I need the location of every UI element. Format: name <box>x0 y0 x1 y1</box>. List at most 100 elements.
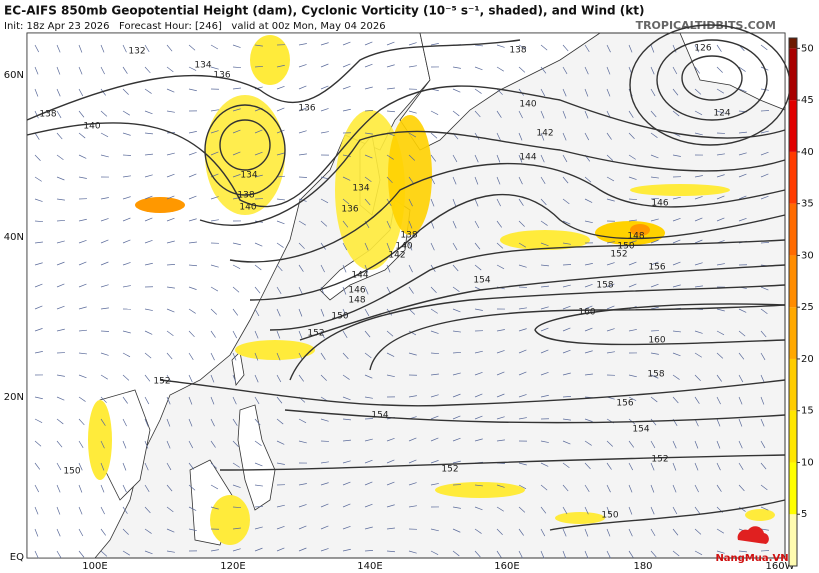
barb <box>342 154 351 157</box>
barb <box>430 110 439 115</box>
barb <box>276 418 284 425</box>
barb <box>210 196 219 200</box>
barb <box>760 130 769 134</box>
barb <box>254 440 262 446</box>
barb <box>694 132 703 136</box>
barb <box>628 240 637 244</box>
barb <box>738 550 747 553</box>
barb <box>232 87 241 90</box>
barb <box>320 176 329 180</box>
barb <box>584 44 590 52</box>
barb <box>298 440 307 444</box>
barb <box>694 175 703 178</box>
colorbar-segment <box>789 462 797 515</box>
barb <box>210 440 216 448</box>
barb <box>254 547 263 552</box>
barb <box>320 63 329 68</box>
barb <box>78 66 83 75</box>
barb <box>540 327 549 332</box>
barb <box>364 242 369 251</box>
barb <box>78 374 87 379</box>
barb <box>650 396 658 403</box>
barb <box>276 64 285 68</box>
barb <box>694 66 700 74</box>
barb <box>760 151 769 156</box>
latitude-label: 40N <box>4 232 24 243</box>
barb <box>298 308 303 317</box>
barb <box>694 550 703 556</box>
colorbar-segment <box>789 514 797 566</box>
barb <box>78 110 85 118</box>
barb <box>606 506 611 515</box>
barb <box>56 396 65 401</box>
barb <box>122 352 131 358</box>
barb <box>56 154 64 161</box>
barb <box>56 528 61 537</box>
barb <box>430 154 437 162</box>
barb <box>144 396 150 405</box>
barb <box>672 88 679 96</box>
barb <box>78 283 87 288</box>
barb <box>408 308 416 315</box>
barb <box>518 66 526 73</box>
barb <box>34 462 41 470</box>
barb <box>298 64 307 68</box>
barb <box>408 550 417 554</box>
barb <box>188 264 197 267</box>
colorbar-tick-label: 15 <box>801 406 814 417</box>
barb <box>276 525 285 530</box>
barb <box>628 198 638 201</box>
barb <box>188 396 193 405</box>
barb <box>254 129 263 134</box>
barb <box>276 462 285 465</box>
barb <box>254 462 263 467</box>
barb <box>584 373 593 376</box>
barb <box>716 44 722 52</box>
barb <box>716 153 725 156</box>
barb <box>540 44 548 51</box>
barb <box>342 220 349 228</box>
barb <box>342 525 351 530</box>
barb <box>716 110 725 114</box>
barb <box>34 44 40 53</box>
barb <box>694 262 703 266</box>
barb <box>34 418 43 423</box>
barb <box>452 330 461 333</box>
barb <box>408 352 417 356</box>
barb <box>628 44 633 53</box>
barb <box>144 440 149 449</box>
barb <box>100 418 106 426</box>
barb <box>78 88 84 97</box>
barb <box>562 440 571 445</box>
barb <box>562 284 571 288</box>
barb <box>34 283 43 288</box>
barb <box>452 66 461 69</box>
barb <box>650 440 656 449</box>
barb <box>298 525 307 530</box>
barb <box>584 462 591 470</box>
barb <box>584 88 589 97</box>
colorbar-tick-label: 35 <box>801 199 814 210</box>
barb <box>232 44 241 48</box>
barb <box>650 306 659 310</box>
barb <box>188 88 197 92</box>
barb <box>188 308 196 314</box>
barb <box>606 328 615 332</box>
colorbar-segment <box>789 38 797 49</box>
contour-label: 136 <box>298 104 315 114</box>
barb <box>408 198 413 207</box>
barb <box>540 484 548 491</box>
barb <box>694 330 703 334</box>
barb <box>298 330 303 339</box>
barb <box>364 132 373 135</box>
barb <box>144 262 153 266</box>
contour-label: 154 <box>371 411 388 421</box>
barb <box>518 462 527 466</box>
barb <box>56 44 61 53</box>
barb <box>716 263 725 266</box>
barb <box>56 240 65 244</box>
barb <box>210 418 215 427</box>
barb <box>738 195 747 200</box>
barb <box>276 286 282 295</box>
barb <box>386 41 395 46</box>
